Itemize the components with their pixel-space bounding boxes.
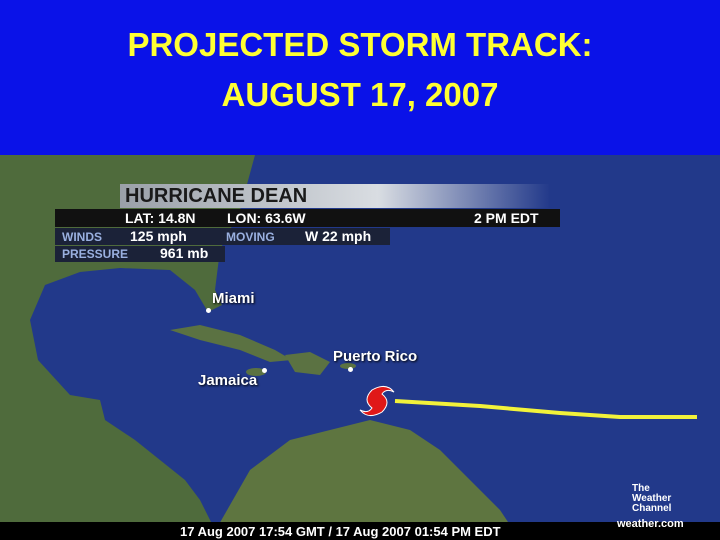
info-bar [55,246,225,262]
city-label: Jamaica [198,372,258,389]
city-dot [206,308,211,313]
timestamp: 17 Aug 2007 17:54 GMT / 17 Aug 2007 01:5… [180,524,501,539]
pressure-label: PRESSURE [62,247,129,261]
title-line: PROJECTED STORM TRACK: [127,26,593,63]
latitude: LAT: 14.8N [125,210,196,226]
storm-track [394,399,697,419]
city-dot [348,367,353,372]
winds-label: WINDS [62,230,102,244]
land [170,325,292,362]
info-bar [55,228,390,245]
city-label: Miami [212,290,255,307]
timestamp-bar [0,522,720,540]
logo-url: weather.com [617,518,684,530]
info-bar [55,209,560,227]
title-line: AUGUST 17, 2007 [221,76,499,113]
land [285,352,330,375]
moving: W 22 mph [305,228,372,244]
longitude: LON: 63.6W [227,210,306,226]
storm-name: HURRICANE DEAN [125,185,308,207]
logo-line: The [632,483,650,494]
logo: The Weather Channel [632,484,671,514]
moving-label: MOVING [226,230,275,244]
logo-line: Channel [632,503,672,514]
pressure: 961 mb [160,245,209,261]
logo-line: Weather [632,493,672,504]
name-bar [120,184,550,208]
land [246,368,266,376]
land [210,420,520,540]
time: 2 PM EDT [474,210,539,226]
city-label: Puerto Rico [333,348,418,365]
winds: 125 mph [130,228,187,244]
city-dot [262,368,267,373]
hurricane-symbol [359,386,395,416]
